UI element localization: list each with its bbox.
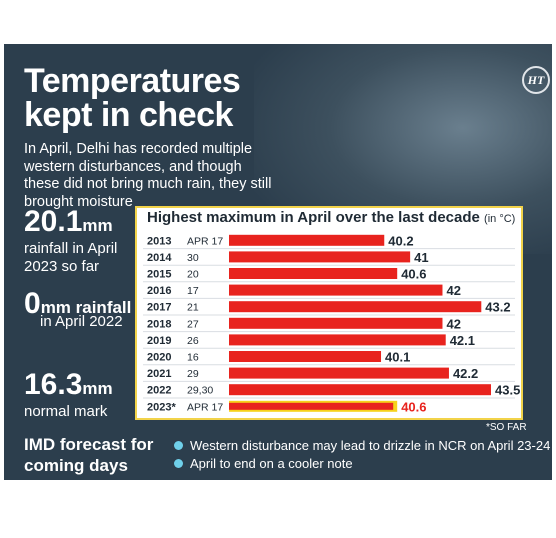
forecast-item-text: April to end on a cooler note (190, 456, 353, 471)
year-label: 2020 (147, 352, 171, 364)
year-label: 2023* (147, 401, 176, 413)
bottom-border (0, 482, 556, 538)
temperature-bar (229, 234, 385, 246)
value-label: 43.2 (485, 300, 510, 315)
date-label: APR 17 (187, 401, 223, 413)
stat-description: normal mark (24, 403, 108, 420)
stat-value: 16.3 (24, 368, 83, 401)
stat-unit: mm (82, 216, 113, 235)
value-label: 42.1 (450, 333, 475, 348)
footnote: *SO FAR (486, 422, 527, 433)
temperature-bar (229, 317, 443, 329)
bullet-icon (174, 441, 183, 450)
date-label: 29 (187, 368, 199, 380)
year-label: 2017 (147, 302, 171, 314)
value-label: 40.6 (401, 399, 426, 414)
value-label: 42 (446, 316, 460, 331)
date-label: 26 (187, 335, 199, 347)
forecast-title: IMD forecast for coming days (24, 435, 154, 475)
stat-value: 0 (24, 287, 41, 320)
date-label: 17 (187, 285, 199, 297)
infographic-card: HT Temperatures kept in check In April, … (4, 44, 552, 480)
temperature-bar (229, 251, 411, 263)
value-label: 40.6 (401, 267, 426, 282)
date-label: 20 (187, 269, 199, 281)
stat-unit: mm rainfall (40, 298, 132, 317)
date-label: 30 (187, 252, 199, 264)
value-label: 40.1 (385, 350, 410, 365)
value-label: 40.2 (388, 233, 413, 248)
stat-description: in April 2022 (40, 313, 123, 330)
forecast-item: April to end on a cooler note (174, 455, 550, 473)
stat-normal-mark: 16.3mm normal mark (24, 370, 113, 421)
year-label: 2018 (147, 318, 171, 330)
year-label: 2013 (147, 235, 171, 247)
temperature-bar (229, 367, 449, 379)
forecast-list: Western disturbance may lead to drizzle … (174, 437, 550, 473)
temperature-bar-inner (229, 402, 394, 410)
value-label: 43.5 (495, 383, 520, 398)
bullet-icon (174, 459, 183, 468)
value-label: 41 (414, 250, 428, 265)
chart-title-row: Highest maximum in April over the last d… (147, 209, 515, 228)
date-label: 27 (187, 318, 199, 330)
year-label: 2021 (147, 368, 171, 380)
temperature-bar (229, 351, 382, 362)
stat-description: rainfall in April 2023 so far (24, 240, 118, 275)
forecast-item: Western disturbance may lead to drizzle … (174, 437, 550, 455)
top-border (0, 0, 556, 44)
date-label: APR 17 (187, 235, 223, 247)
temperature-bar (229, 334, 446, 346)
chart-plot: 2013 APR 17 40.2 2014 30 41 2015 20 40.6 2016 17 42… (143, 233, 520, 414)
stat-rainfall-2022: 0mm rainfall in April 2022 (24, 289, 131, 331)
temperature-bar (229, 301, 482, 313)
temperature-bar-chart: Highest maximum in April over the last d… (135, 206, 523, 420)
stat-value: 20.1 (24, 205, 83, 238)
subheadline: In April, Delhi has recorded multiple we… (24, 141, 272, 210)
chart-unit-label: (in °C) (484, 213, 516, 225)
date-label: 29,30 (187, 385, 213, 397)
value-label: 42.2 (453, 366, 478, 381)
temperature-bar (229, 384, 491, 396)
year-label: 2015 (147, 269, 171, 281)
date-label: 16 (187, 352, 199, 364)
chart-title: Highest maximum in April over the last d… (147, 209, 480, 226)
stat-unit: mm (82, 379, 113, 398)
year-label: 2014 (147, 252, 172, 264)
year-label: 2019 (147, 335, 171, 347)
forecast-item-text: Western disturbance may lead to drizzle … (190, 438, 551, 453)
headline: Temperatures kept in check (24, 62, 241, 134)
date-label: 21 (187, 302, 199, 314)
stat-rainfall-2023: 20.1mm rainfall in April 2023 so far (24, 207, 132, 276)
value-label: 42 (446, 283, 460, 298)
year-label: 2022 (147, 385, 171, 397)
temperature-bar (229, 284, 443, 296)
ht-logo: HT (522, 66, 550, 94)
temperature-bar (229, 268, 398, 279)
year-label: 2016 (147, 285, 171, 297)
